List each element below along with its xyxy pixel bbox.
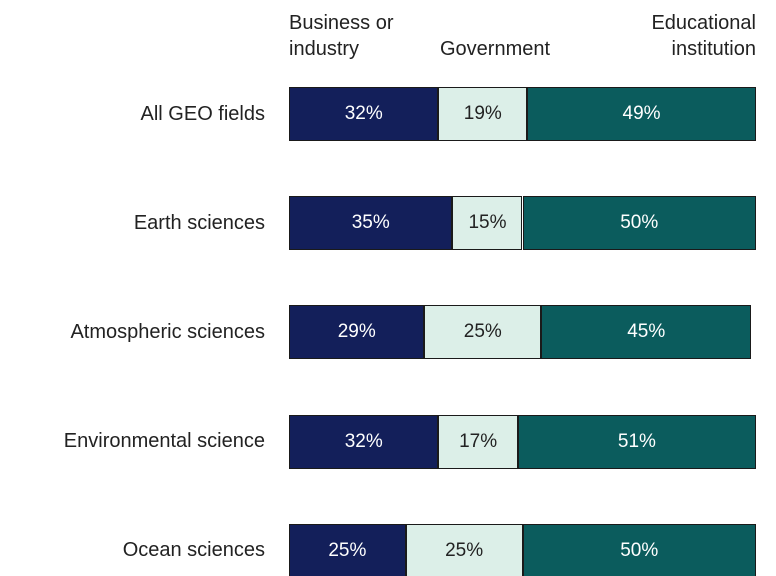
legend-label: Business or industry xyxy=(289,12,394,60)
bar-segment xyxy=(522,523,756,576)
bar-segment xyxy=(522,196,756,251)
legend-label: Government xyxy=(440,38,551,60)
bar-segment xyxy=(527,87,756,141)
bar-segment xyxy=(289,305,425,360)
bar-segment xyxy=(517,414,756,469)
bar-segment xyxy=(289,523,406,576)
bar-segment xyxy=(438,87,528,141)
bar-segment xyxy=(541,305,752,360)
category-label: All GEO fields xyxy=(140,102,265,125)
bar-segment xyxy=(438,414,518,469)
legend-label: Educational institution xyxy=(651,12,756,60)
category-label: Environmental science xyxy=(63,430,265,453)
bar-segment xyxy=(289,414,439,469)
bar-segment xyxy=(452,196,523,251)
bar-segment xyxy=(424,305,542,360)
bar-segment xyxy=(289,87,439,141)
bar-segment xyxy=(289,196,453,251)
category-label: Earth sciences xyxy=(133,211,265,234)
bar-segment xyxy=(405,523,523,576)
category-label: Atmospheric sciences xyxy=(70,320,265,343)
category-label: Ocean sciences xyxy=(122,539,265,562)
